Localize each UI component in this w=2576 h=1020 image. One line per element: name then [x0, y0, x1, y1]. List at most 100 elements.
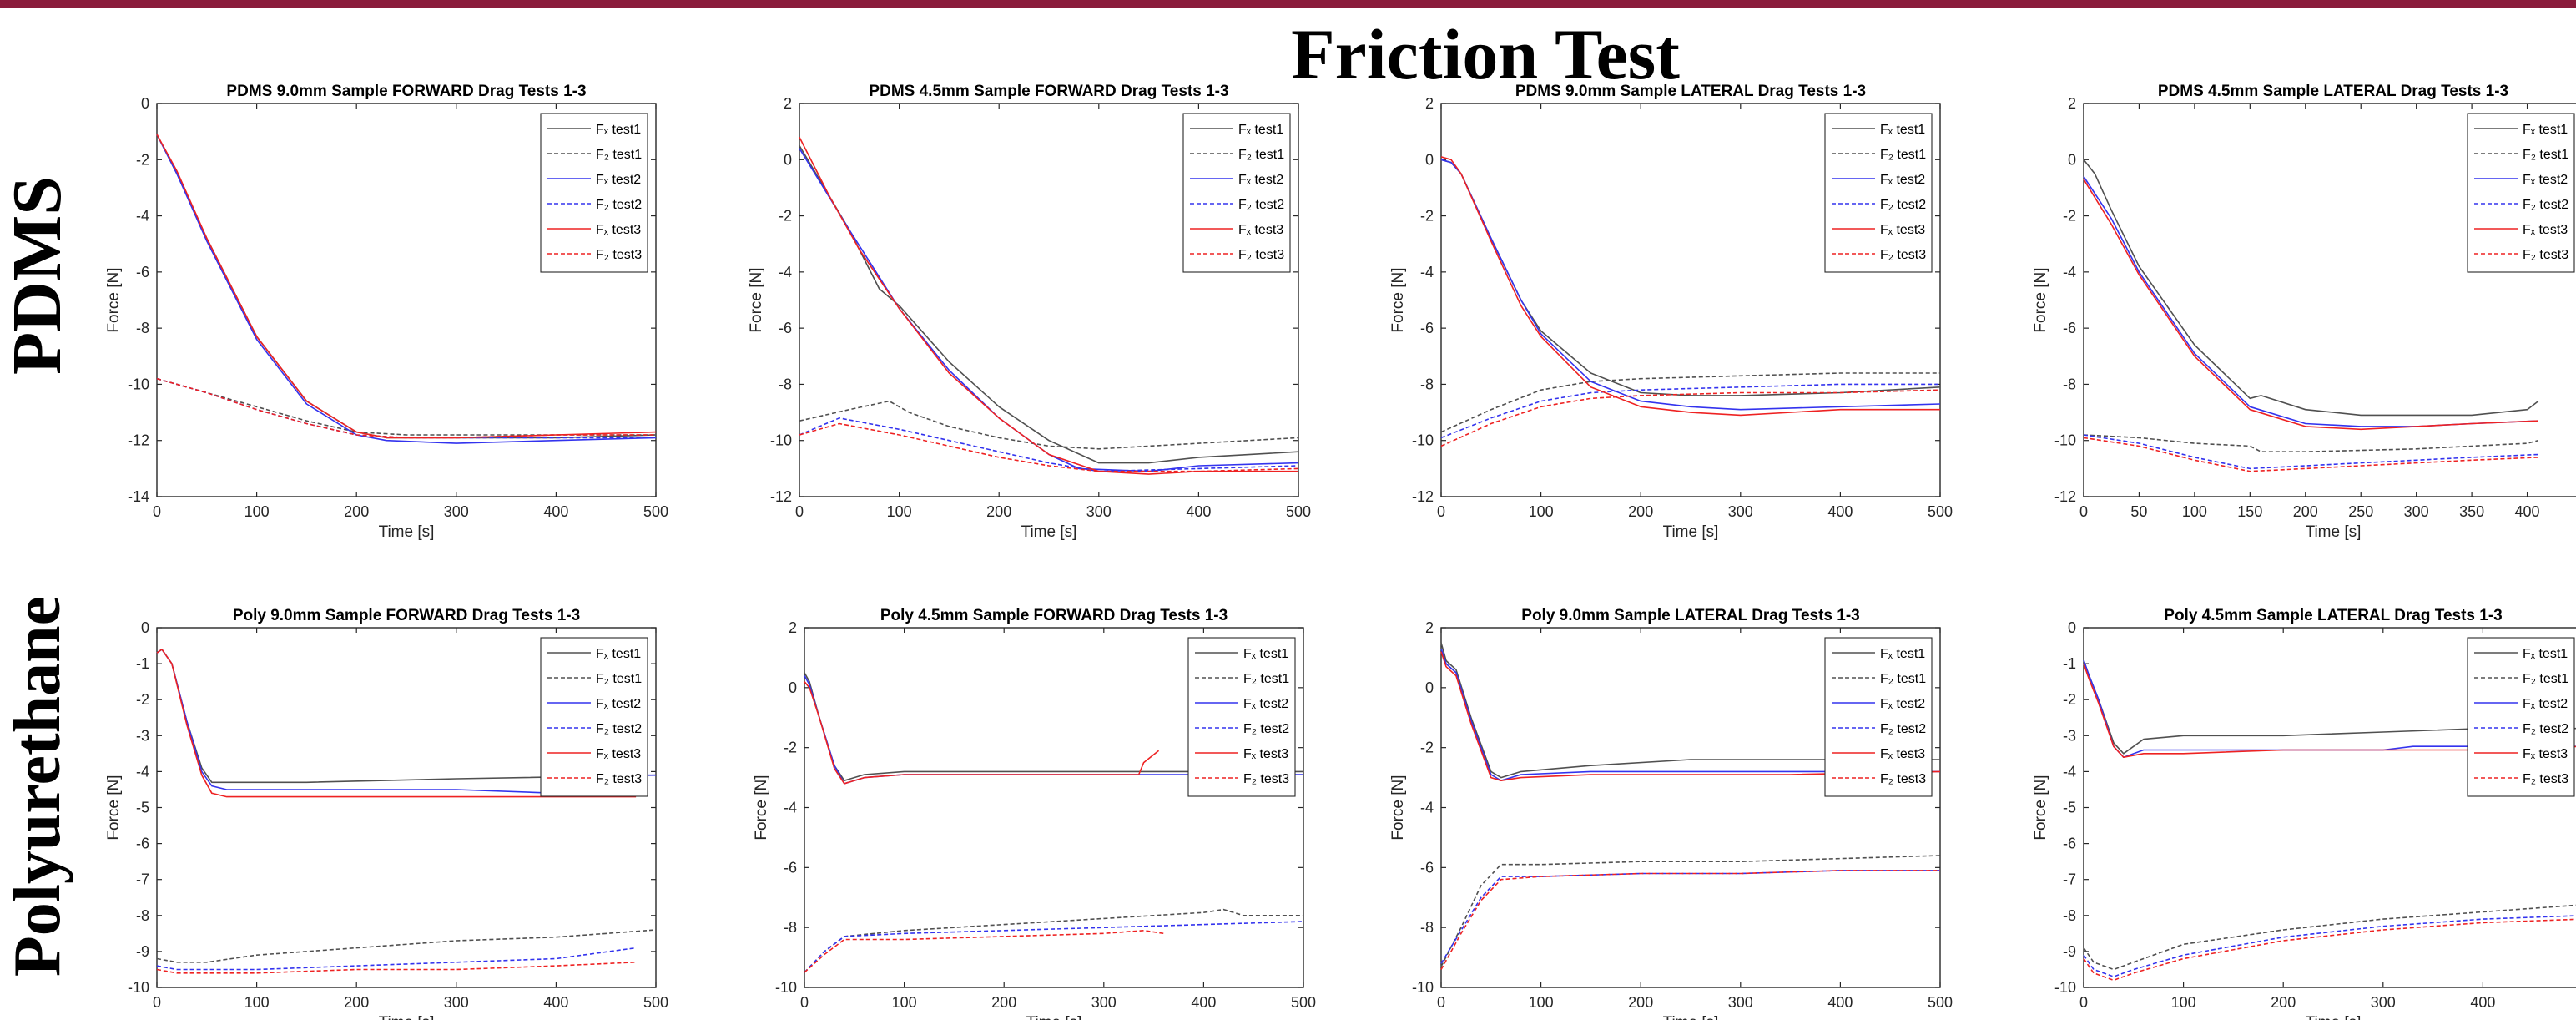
series-line-fz-test1 [156, 929, 657, 963]
legend-label: Fₓ test2 [1243, 697, 1288, 711]
series-line-fz-test2 [804, 921, 1304, 973]
legend-label: Fₓ test2 [596, 173, 641, 187]
x-axis-label: Time [s] [1026, 1014, 1082, 1020]
x-tick-label: 300 [444, 503, 469, 520]
series-line-fz-test3 [2083, 437, 2538, 472]
x-tick-label: 50 [2130, 503, 2147, 520]
x-axis-label: Time [s] [1663, 1014, 1719, 1020]
y-tick-label: -1 [136, 655, 149, 672]
series-line-fz-test2 [799, 417, 1299, 472]
x-tick-label: 100 [887, 503, 912, 520]
y-tick-label: -9 [2063, 943, 2076, 960]
series-line-fz-test1 [1440, 372, 1940, 433]
legend-label: F₂ test3 [2523, 772, 2568, 786]
x-tick-label: 500 [1928, 503, 1953, 520]
x-tick-label: 300 [1728, 994, 1753, 1011]
y-tick-label: -4 [136, 763, 149, 780]
x-tick-label: 400 [2515, 503, 2540, 520]
series-line-fz-test2 [156, 947, 637, 971]
x-tick-label: 200 [1628, 503, 1653, 520]
x-tick-label: 100 [892, 994, 917, 1011]
y-tick-label: -3 [2063, 727, 2076, 744]
x-tick-label: 350 [2459, 503, 2484, 520]
y-tick-label: -2 [779, 208, 792, 225]
x-tick-label: 0 [1437, 994, 1445, 1011]
legend-label: Fₓ test1 [2523, 123, 2568, 137]
legend-label: F₂ test3 [1243, 772, 1289, 786]
y-tick-label: -9 [136, 943, 149, 960]
y-tick-label: -8 [136, 907, 149, 924]
chart-panel-6: 0 100 200 300 400 500 2 0 -2 -4 -6 -8 -10 Poly 4.5mm … [753, 607, 1316, 1020]
series-line-fz-test3 [799, 422, 1299, 472]
x-tick-label: 300 [1728, 503, 1753, 520]
y-tick-label: -10 [770, 432, 792, 449]
y-axis-label: Force [N] [1389, 267, 1407, 332]
x-tick-label: 100 [244, 503, 270, 520]
y-tick-label: -8 [136, 320, 149, 336]
legend-label: Fₓ test3 [1880, 223, 1925, 237]
x-tick-label: 300 [444, 994, 469, 1011]
legend-label: Fₓ test3 [596, 223, 641, 237]
y-tick-label: -10 [775, 979, 797, 996]
y-tick-label: -8 [2063, 907, 2076, 924]
x-tick-label: 200 [344, 503, 369, 520]
legend: Fₓ test1 F₂ test1 Fₓ test2 F₂ test2 Fₓ test3… [2467, 113, 2575, 273]
chart-panel-3: 0 100 200 300 400 500 2 0 -2 -4 -6 -8 -10 -12 PDMS 9.0… [1389, 83, 1953, 541]
y-tick-label: -6 [2063, 320, 2076, 336]
x-tick-label: 150 [2237, 503, 2262, 520]
legend-label: Fₓ test2 [596, 697, 641, 711]
y-tick-label: -2 [784, 740, 797, 756]
y-tick-label: -10 [2054, 432, 2076, 449]
chart-panel-8: 0 100 200 300 400 0 -1 -2 -3 -4 -5 -6 -7 -8 -9 -10 Poly … [2032, 607, 2576, 1020]
y-tick-label: -12 [2054, 488, 2076, 505]
y-tick-label: -4 [2063, 763, 2076, 780]
legend-label: Fₓ test3 [1238, 223, 1283, 237]
y-axis-label: Force [N] [105, 775, 123, 840]
y-tick-label: -8 [1420, 919, 1434, 936]
y-tick-label: -6 [779, 320, 792, 336]
y-tick-label: -4 [784, 800, 797, 816]
y-tick-label: -2 [1420, 740, 1434, 756]
x-tick-label: 400 [1827, 503, 1853, 520]
series-line-fz-test3 [1440, 870, 1940, 970]
x-tick-label: 100 [2182, 503, 2207, 520]
x-axis-label: Time [s] [2306, 1014, 2362, 1020]
y-tick-label: 2 [1425, 95, 1434, 112]
legend: Fₓ test1 F₂ test1 Fₓ test2 F₂ test2 Fₓ test3… [540, 113, 648, 273]
chart-title: PDMS 9.0mm Sample FORWARD Drag Tests 1-3 [226, 83, 586, 100]
chart-title: Poly 4.5mm Sample LATERAL Drag Tests 1-3 [2164, 607, 2502, 624]
y-tick-label: 2 [1425, 619, 1434, 636]
y-tick-label: -2 [136, 151, 149, 168]
series-line-fz-test3 [156, 377, 656, 439]
legend-label: Fₓ test1 [1238, 123, 1283, 137]
y-tick-label: -6 [784, 859, 797, 876]
x-axis-label: Time [s] [379, 1014, 435, 1020]
series-line-fz-test3 [1440, 389, 1941, 447]
x-tick-label: 250 [2348, 503, 2373, 520]
legend-label: F₂ test2 [1243, 722, 1289, 736]
series-line-fx-test3 [1440, 651, 1941, 782]
legend-label: F₂ test1 [1238, 148, 1284, 162]
x-tick-label: 200 [1628, 994, 1653, 1011]
x-tick-label: 0 [1437, 503, 1445, 520]
chart-panel-1: 0 100 200 300 400 500 0 -2 -4 -6 -8 -10 -12 -14 PDMS 9… [105, 83, 668, 541]
y-tick-label: 0 [2068, 619, 2076, 636]
y-tick-label: -2 [136, 691, 149, 708]
y-tick-label: -6 [136, 836, 149, 852]
y-tick-label: 2 [2068, 95, 2076, 112]
y-tick-label: -10 [1412, 432, 1434, 449]
x-tick-label: 300 [1091, 994, 1117, 1011]
y-tick-label: -10 [128, 376, 149, 392]
x-tick-label: 500 [1928, 994, 1953, 1011]
chart-panel-4: 0 50 100 150 200 250 300 350 400 2 0 -2 -4 -6 -8 -10 -12… [2032, 83, 2576, 541]
series-line-fz-test1 [799, 400, 1299, 450]
legend-label: Fₓ test1 [1243, 647, 1288, 661]
x-tick-label: 0 [153, 503, 161, 520]
legend-label: F₂ test1 [596, 148, 642, 162]
chart-title: PDMS 9.0mm Sample LATERAL Drag Tests 1-3 [1515, 83, 1866, 100]
y-tick-label: -4 [779, 264, 792, 280]
y-tick-label: -5 [136, 800, 149, 816]
x-tick-label: 200 [344, 994, 369, 1011]
chart-panel-2: 0 100 200 300 400 500 2 0 -2 -4 -6 -8 -10 -12 PDMS 4.5… [748, 83, 1311, 541]
y-tick-label: 0 [141, 619, 149, 636]
